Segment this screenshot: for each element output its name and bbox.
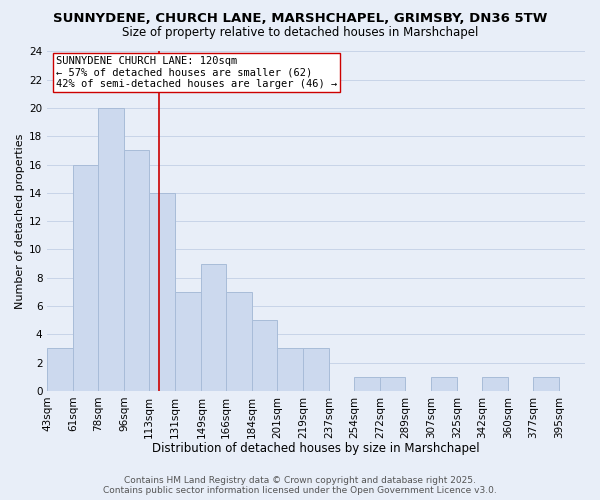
Bar bbox=[482, 376, 508, 391]
X-axis label: Distribution of detached houses by size in Marshchapel: Distribution of detached houses by size … bbox=[152, 442, 480, 455]
Bar bbox=[303, 348, 329, 391]
Text: Size of property relative to detached houses in Marshchapel: Size of property relative to detached ho… bbox=[122, 26, 478, 39]
Bar bbox=[380, 376, 405, 391]
Bar bbox=[226, 292, 252, 391]
Bar bbox=[277, 348, 303, 391]
Bar bbox=[202, 264, 226, 391]
Text: SUNNYDENE, CHURCH LANE, MARSHCHAPEL, GRIMSBY, DN36 5TW: SUNNYDENE, CHURCH LANE, MARSHCHAPEL, GRI… bbox=[53, 12, 547, 26]
Bar bbox=[175, 292, 202, 391]
Bar bbox=[47, 348, 73, 391]
Bar bbox=[98, 108, 124, 391]
Bar bbox=[73, 164, 98, 391]
Text: SUNNYDENE CHURCH LANE: 120sqm
← 57% of detached houses are smaller (62)
42% of s: SUNNYDENE CHURCH LANE: 120sqm ← 57% of d… bbox=[56, 56, 337, 89]
Y-axis label: Number of detached properties: Number of detached properties bbox=[15, 134, 25, 309]
Bar bbox=[431, 376, 457, 391]
Text: Contains HM Land Registry data © Crown copyright and database right 2025.
Contai: Contains HM Land Registry data © Crown c… bbox=[103, 476, 497, 495]
Bar bbox=[533, 376, 559, 391]
Bar bbox=[149, 193, 175, 391]
Bar bbox=[252, 320, 277, 391]
Bar bbox=[354, 376, 380, 391]
Bar bbox=[124, 150, 149, 391]
